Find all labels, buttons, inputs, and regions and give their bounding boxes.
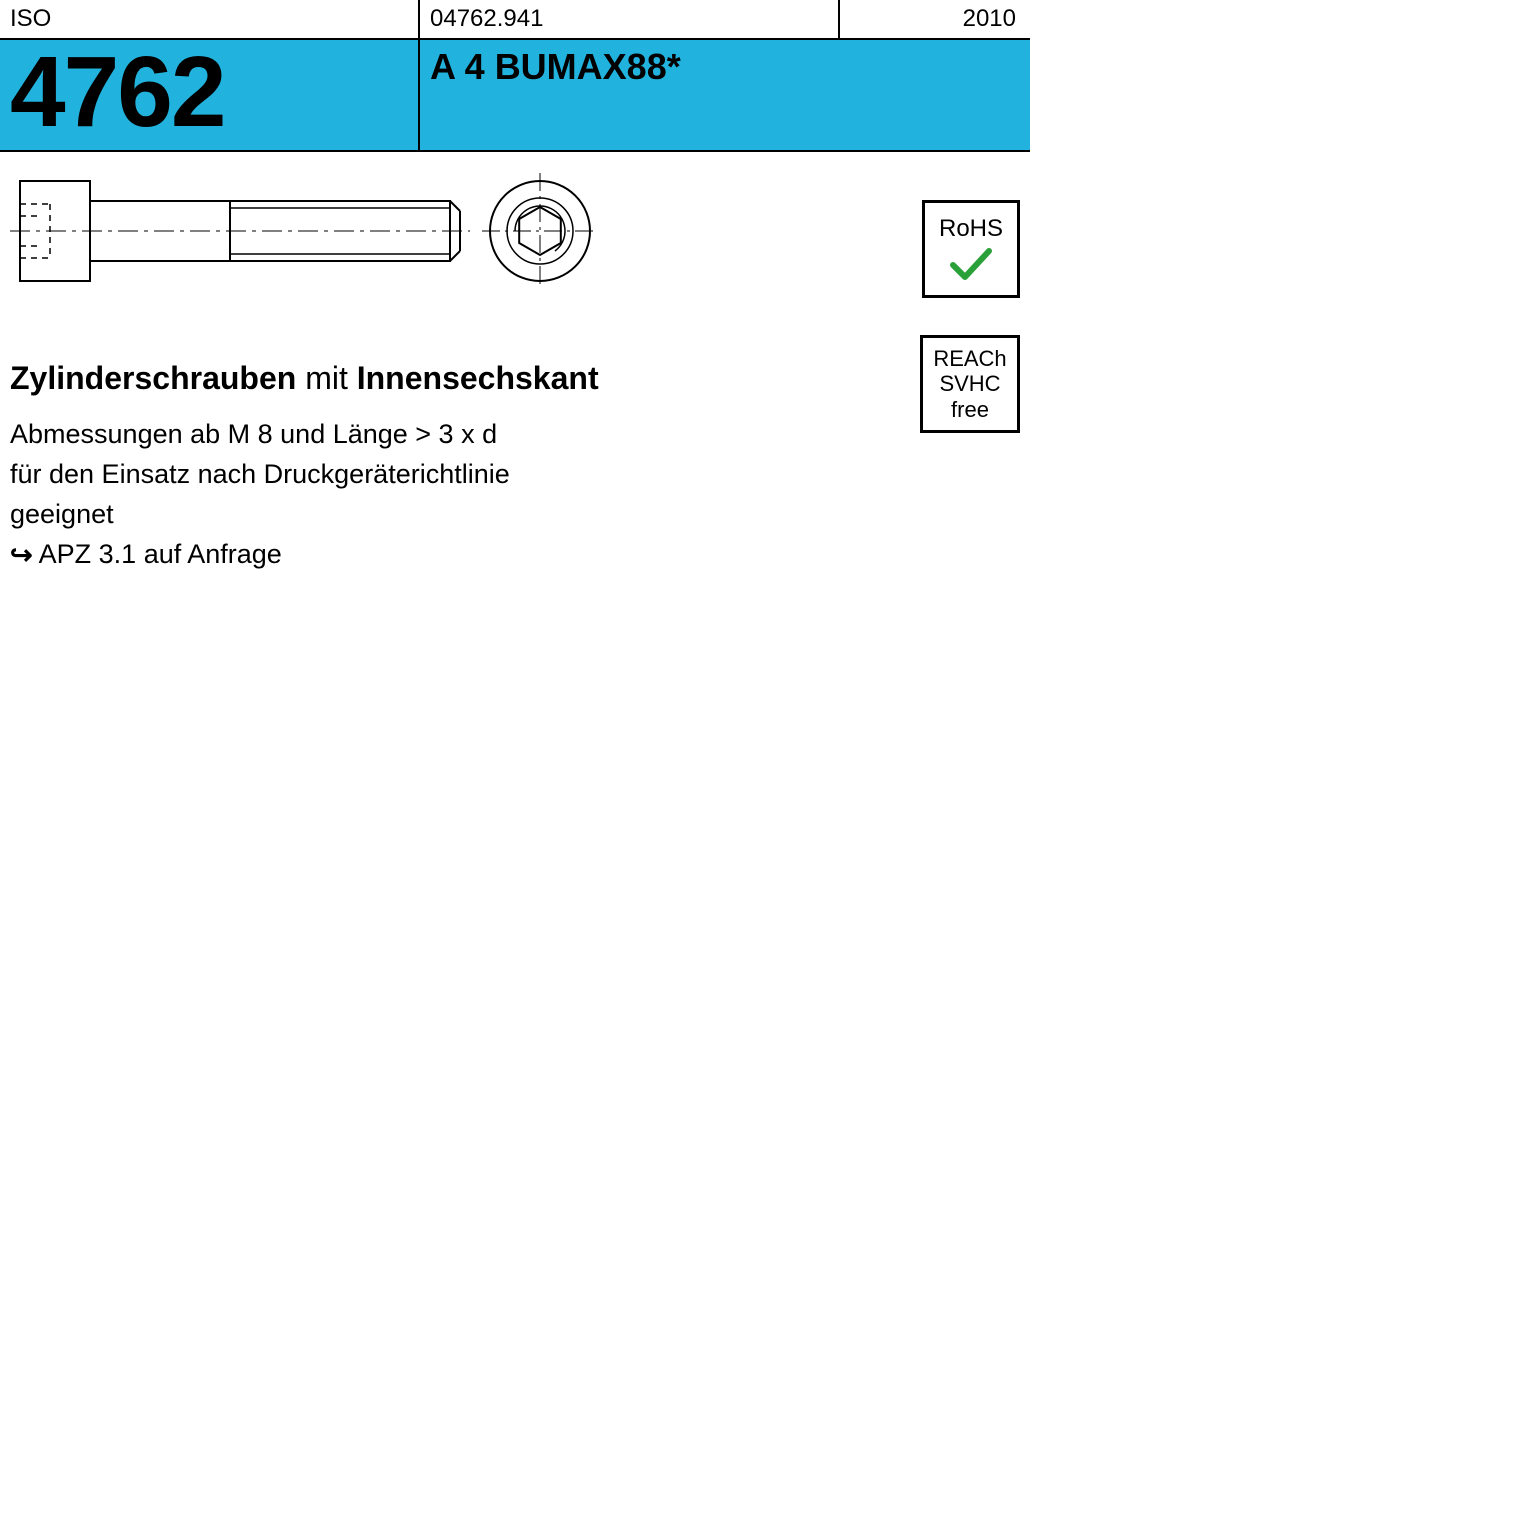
reach-line2: SVHC — [939, 371, 1000, 396]
desc-line3: geeignet — [10, 495, 770, 535]
desc-line1: Abmessungen ab M 8 und Länge > 3 x d — [10, 415, 770, 455]
check-icon — [949, 247, 993, 283]
title-connector: mit — [296, 360, 356, 396]
arrow-text: APZ 3.1 auf Anfrage — [39, 539, 282, 569]
desc-arrow-line: ↪ APZ 3.1 auf Anfrage — [10, 539, 770, 570]
reach-badge: REACh SVHC free — [920, 335, 1020, 433]
rohs-label: RoHS — [939, 215, 1003, 243]
standard-number: 4762 — [10, 40, 224, 145]
title-part2: Innensechskant — [357, 360, 599, 396]
material-label: A 4 BUMAX88* — [430, 46, 1030, 88]
datasheet-page: ISO 04762.941 2010 4762 A 4 BUMAX88* — [0, 0, 1030, 332]
header-row: ISO 04762.941 2010 — [0, 0, 1030, 40]
header-code: 04762.941 — [420, 0, 840, 38]
diagram-area — [0, 162, 1030, 332]
rohs-badge: RoHS — [922, 200, 1020, 298]
header-year: 2010 — [840, 0, 1030, 38]
reach-line1: REACh — [933, 346, 1006, 371]
arrow-icon: ↪ — [10, 540, 33, 571]
reach-line3: free — [951, 397, 989, 422]
product-title: Zylinderschrauben mit Innensechskant — [10, 360, 770, 397]
description-block: Zylinderschrauben mit Innensechskant Abm… — [10, 360, 770, 570]
banner: 4762 A 4 BUMAX88* — [0, 40, 1030, 152]
banner-left: 4762 — [0, 40, 420, 150]
banner-right: A 4 BUMAX88* — [420, 40, 1030, 150]
header-iso: ISO — [0, 0, 420, 38]
desc-line2: für den Einsatz nach Druckgeräterichtlin… — [10, 455, 770, 495]
title-part1: Zylinderschrauben — [10, 360, 296, 396]
bolt-diagram — [10, 166, 600, 296]
